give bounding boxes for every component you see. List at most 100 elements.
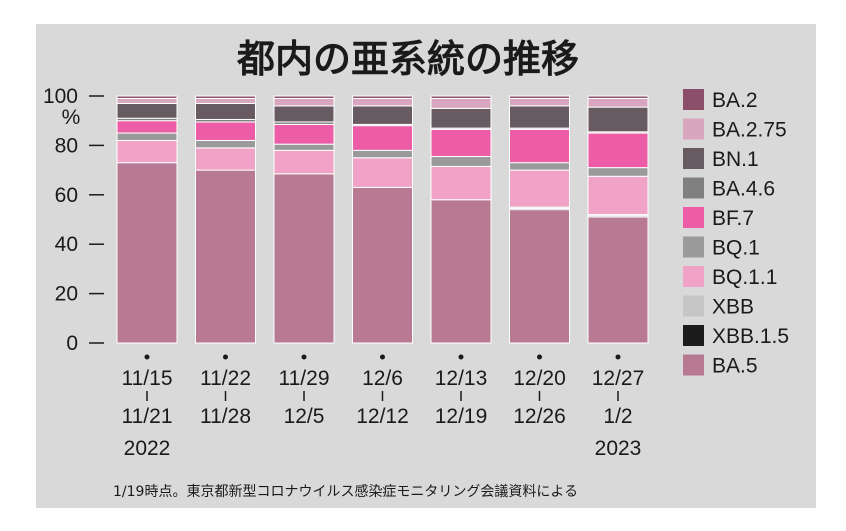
legend-label: BA.4.6 xyxy=(712,178,775,201)
bar-segment xyxy=(195,102,256,120)
legend-label: BF.7 xyxy=(712,207,754,230)
bar-segment xyxy=(273,97,335,107)
bar-segment xyxy=(273,105,335,123)
x-label-end: 11/21 xyxy=(122,405,173,428)
x-marker-dot xyxy=(380,354,385,360)
x-label-start: 12/13 xyxy=(435,367,488,390)
legend-swatch xyxy=(683,118,704,140)
x-label-start: 11/15 xyxy=(122,367,173,390)
bar-segment xyxy=(116,95,178,99)
x-marker-dot xyxy=(458,354,464,360)
bar-segment xyxy=(352,149,413,159)
y-tick-label: 100 xyxy=(43,85,78,108)
bar-segment xyxy=(509,95,570,99)
x-label-start: 12/27 xyxy=(592,367,645,390)
y-tick-label: 40 xyxy=(55,233,78,256)
bar-segment xyxy=(587,175,649,216)
bar-segment xyxy=(430,95,492,99)
legend-swatch xyxy=(683,325,704,346)
x-marker-dot xyxy=(537,354,542,360)
y-unit-label: % xyxy=(62,106,81,129)
legend: BA.2 BA.2.75 BN.1 BA.4.6 BF.7 BQ.1 BQ.1.1 XBB XB… xyxy=(683,89,789,378)
legend-label: BQ.1.1 xyxy=(712,266,777,289)
legend-swatch xyxy=(683,236,704,258)
bar-segment xyxy=(195,121,256,141)
bar-segment xyxy=(352,125,413,151)
legend-label: BA.2 xyxy=(712,89,758,112)
x-axis-labels: 11/15 11/21 2022 11/22 11/28 11/29 12/5 12/6 12/… xyxy=(122,354,645,460)
legend-swatch xyxy=(683,89,704,110)
y-tick-label: 20 xyxy=(55,283,78,306)
x-label-start: 11/29 xyxy=(279,367,330,390)
x-label-end: 12/5 xyxy=(284,405,325,428)
legend-label: XBB xyxy=(712,296,754,319)
legend-label: BN.1 xyxy=(712,148,759,171)
x-label-end: 12/26 xyxy=(513,405,566,428)
bar-segment xyxy=(587,132,649,169)
bar-segment xyxy=(430,97,492,109)
bar-segment xyxy=(195,147,256,171)
x-label-year: 2023 xyxy=(595,437,642,460)
x-label-year: 2022 xyxy=(124,437,171,460)
x-marker-dot xyxy=(144,354,150,360)
bar-segment xyxy=(195,169,256,344)
bar-segment xyxy=(116,139,178,164)
legend-label: BQ.1 xyxy=(712,237,760,260)
x-label-end: 1/2 xyxy=(603,405,632,428)
bar-segment xyxy=(587,97,649,108)
bar-segment xyxy=(587,167,649,177)
x-marker-dot xyxy=(615,354,621,360)
bar-segment xyxy=(430,107,492,129)
legend-label: BA.5 xyxy=(712,355,758,378)
x-label-end: 12/19 xyxy=(435,405,488,428)
bar-segment xyxy=(430,128,492,158)
bar-segment xyxy=(587,216,649,344)
bar-segment xyxy=(273,149,335,175)
legend-label: BA.2.75 xyxy=(712,119,787,142)
y-tick-label: 80 xyxy=(55,134,78,157)
y-tick-label: 60 xyxy=(55,184,78,207)
bar-segment xyxy=(352,97,413,107)
bar-segment xyxy=(509,97,570,107)
chart-title: 都内の亜系統の推移 xyxy=(236,37,579,81)
bar-segment xyxy=(509,128,570,164)
x-marker-dot xyxy=(301,354,307,360)
chart-panel: 都内の亜系統の推移 0 20 40 60 80 100% 11/15 11/21 2022 11… xyxy=(36,24,816,508)
bar-segment xyxy=(116,120,178,134)
bar-segment xyxy=(116,162,178,344)
bar-segment xyxy=(587,106,649,133)
legend-swatch xyxy=(683,148,704,169)
bar-segment xyxy=(352,157,413,188)
bar-segment xyxy=(195,97,256,104)
x-label-end: 11/28 xyxy=(200,405,251,428)
bar-segment xyxy=(509,162,570,171)
x-label-end: 12/12 xyxy=(356,405,409,428)
legend-swatch xyxy=(683,354,704,376)
legend-swatch xyxy=(683,207,704,228)
bar-segment xyxy=(509,105,570,129)
bar-segment xyxy=(430,156,492,167)
bar-segment xyxy=(509,209,570,344)
x-label-start: 11/22 xyxy=(200,367,251,390)
bar-segment xyxy=(352,105,413,125)
bar-segment xyxy=(430,199,492,344)
bar-segment xyxy=(273,173,335,344)
x-marker-dot xyxy=(223,354,228,360)
legend-swatch xyxy=(683,295,704,317)
source-note: 1/19時点。東京都新型コロナウイルス感染症モニタリング会議資料による xyxy=(113,483,578,500)
bar-segment xyxy=(273,123,335,145)
x-label-start: 12/6 xyxy=(362,367,403,390)
y-axis: 0 20 40 60 80 100% xyxy=(43,85,104,355)
x-label-start: 12/20 xyxy=(513,367,566,390)
bar-segment xyxy=(352,186,413,344)
bars xyxy=(116,95,649,344)
bar-segment xyxy=(116,132,178,141)
bar-segment xyxy=(273,143,335,151)
bar-segment xyxy=(587,95,649,99)
bar-segment xyxy=(352,95,413,99)
bar-segment xyxy=(116,102,178,119)
y-tick-label: 0 xyxy=(66,332,78,355)
legend-label: XBB.1.5 xyxy=(712,325,789,348)
legend-swatch xyxy=(683,177,704,199)
